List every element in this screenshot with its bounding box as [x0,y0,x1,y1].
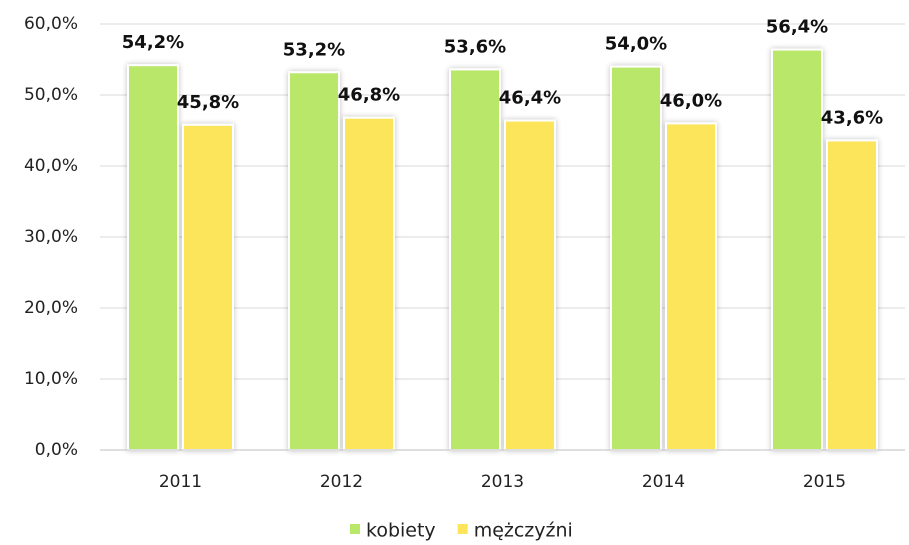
x-tick-label: 2014 [642,472,685,492]
legend-swatch [350,524,360,534]
y-tick-label: 60,0% [24,14,78,34]
value-label: 46,0% [660,90,722,111]
value-label: 53,2% [283,39,345,60]
bar [449,68,501,451]
legend-label: kobiety [366,520,436,542]
legend-label: mężczyźni [474,520,573,542]
bar [127,64,179,452]
legend-swatch [457,524,468,534]
y-tick-label: 30,0% [24,227,78,247]
value-label: 54,0% [605,34,667,55]
bar [610,65,662,451]
y-tick-label: 50,0% [24,85,78,105]
bar [343,116,395,451]
y-tick-label: 40,0% [24,156,78,176]
x-tick-label: 2011 [159,472,202,492]
x-tick-label: 2012 [320,472,363,492]
bar [504,119,556,451]
y-tick-label: 20,0% [24,298,78,318]
bar [182,123,234,451]
y-tick-label: 10,0% [24,369,78,389]
value-label: 43,6% [821,107,883,128]
bar [665,122,717,452]
x-tick-label: 2013 [481,472,524,492]
value-label: 45,8% [177,92,239,113]
bar [288,71,340,451]
value-label: 46,4% [499,88,561,109]
value-label: 46,8% [338,85,400,106]
bar [826,139,878,451]
value-label: 56,4% [766,17,828,38]
bar [771,48,823,452]
x-tick-label: 2015 [803,472,846,492]
value-label: 53,6% [444,36,506,57]
value-label: 54,2% [122,32,184,53]
y-tick-label: 0,0% [35,440,78,460]
